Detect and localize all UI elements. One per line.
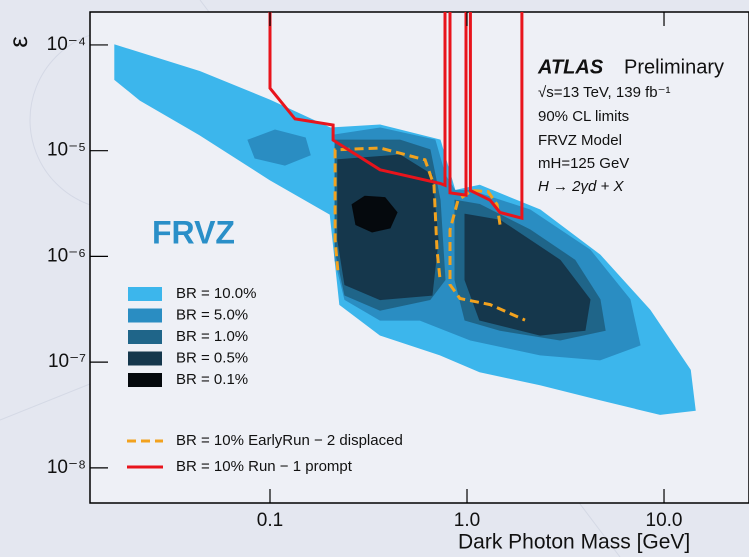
y-tick-label: 10⁻⁸ <box>47 457 86 478</box>
legend-label: BR = 0.1% <box>176 371 248 388</box>
model-label: FRVZ <box>152 214 235 250</box>
legend-swatch <box>128 373 162 387</box>
annotation: H → 2γd + X <box>538 178 624 195</box>
legend-label: BR = 1.0% <box>176 328 248 345</box>
y-axis-label: ε <box>3 36 33 48</box>
legend-label: BR = 10% EarlyRun − 2 displaced <box>176 432 403 449</box>
legend-label: BR = 0.5% <box>176 349 248 366</box>
x-tick-label: 10.0 <box>646 510 683 531</box>
legend-swatch <box>128 352 162 366</box>
annotation: 90% CL limits <box>538 108 629 125</box>
annotation: FRVZ Model <box>538 132 622 149</box>
y-tick-label: 10⁻⁴ <box>47 34 86 55</box>
legend-label: BR = 10.0% <box>176 285 256 302</box>
atlas-status: Preliminary <box>624 56 724 78</box>
legend-label: BR = 5.0% <box>176 306 248 323</box>
legend-swatch <box>128 287 162 301</box>
legend-swatch <box>128 309 162 323</box>
y-tick-label: 10⁻⁷ <box>48 351 86 372</box>
legend-swatch <box>128 330 162 344</box>
x-axis-label: Dark Photon Mass [GeV] <box>458 531 690 554</box>
x-tick-label: 1.0 <box>454 510 480 531</box>
legend-label: BR = 10% Run − 1 prompt <box>176 458 353 475</box>
x-tick-label: 0.1 <box>257 510 283 531</box>
annotation: √s=13 TeV, 139 fb⁻¹ <box>538 84 671 101</box>
atlas-label: ATLAS <box>537 56 604 78</box>
y-tick-label: 10⁻⁶ <box>47 245 86 266</box>
annotation: mH=125 GeV <box>538 155 629 172</box>
chart: ATLAS Preliminary √s=13 TeV, 139 fb⁻¹ 90… <box>0 0 749 557</box>
y-tick-label: 10⁻⁵ <box>47 140 86 161</box>
